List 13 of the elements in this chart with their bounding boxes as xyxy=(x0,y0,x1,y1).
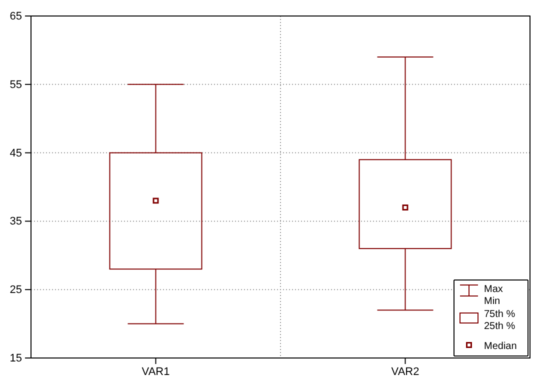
y-tick-label: 55 xyxy=(10,78,22,91)
y-tick-label: 45 xyxy=(10,147,22,160)
annotation: Max xyxy=(484,284,503,295)
y-tick-label: 25 xyxy=(10,284,22,296)
x-tick-label: VAR2 xyxy=(391,366,420,378)
x-tick-label: VAR1 xyxy=(142,366,170,378)
y-tick-label: 65 xyxy=(10,10,22,23)
y-tick-label: 15 xyxy=(10,352,22,365)
annotation: 25th % xyxy=(484,321,516,332)
annotation: Min xyxy=(484,296,500,307)
annotation: Median xyxy=(484,341,517,352)
y-tick-label: 35 xyxy=(10,216,22,228)
annotation: 75th % xyxy=(484,309,516,320)
